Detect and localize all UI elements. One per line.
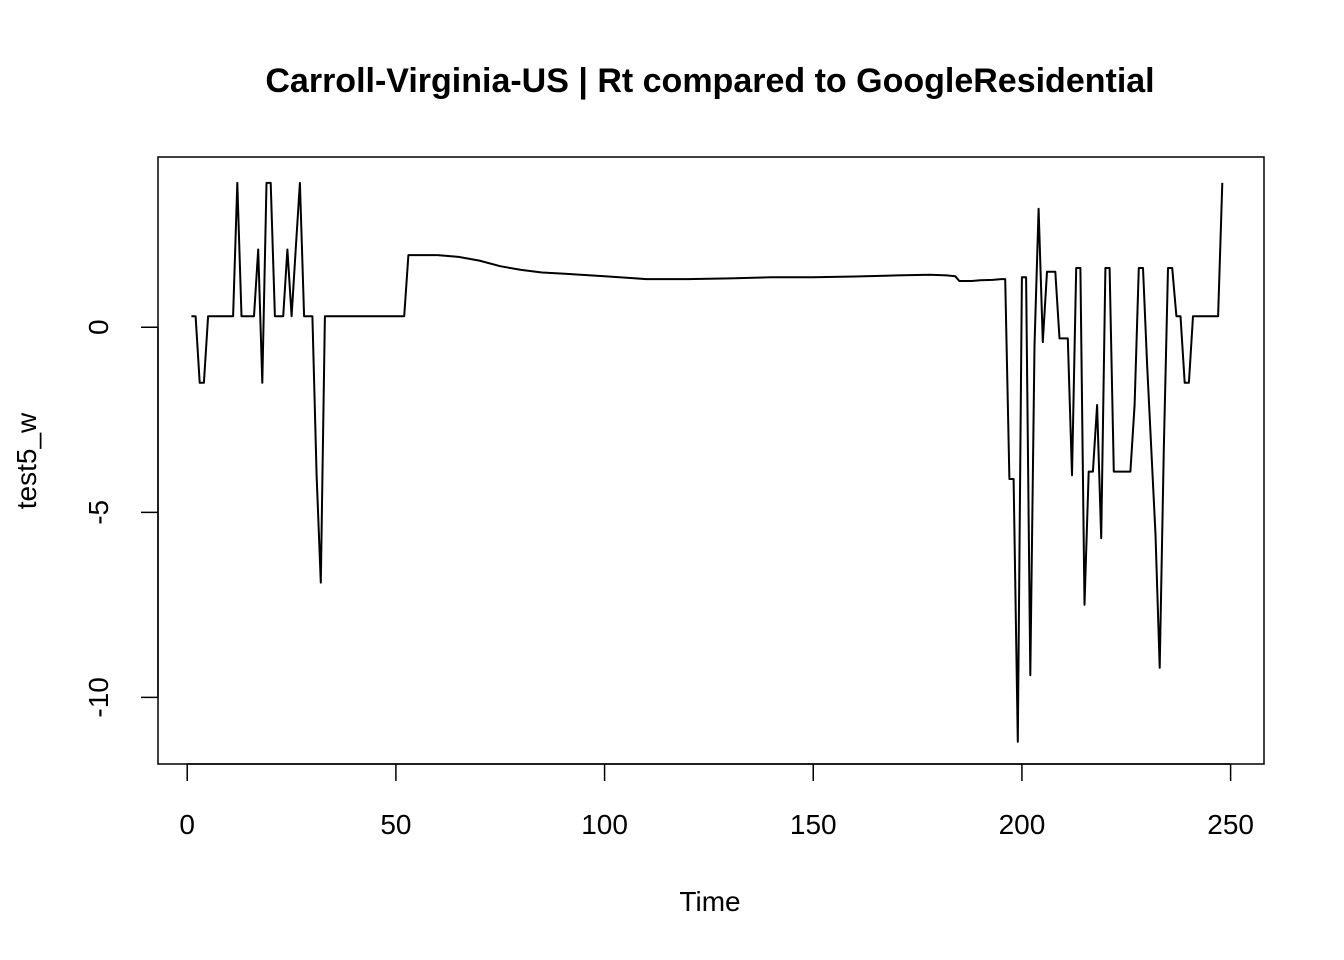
x-tick-label: 0 (179, 809, 195, 840)
y-axis-label: test5_w (11, 412, 42, 509)
chart-title: Carroll-Virginia-US | Rt compared to Goo… (265, 62, 1154, 100)
y-tick-label: 0 (83, 319, 114, 335)
x-tick-label: 50 (380, 809, 411, 840)
y-tick-label: -5 (83, 500, 114, 525)
y-tick-label: -10 (83, 677, 114, 717)
y-axis: -10 -5 0 (83, 319, 159, 718)
x-tick-label: 150 (790, 809, 837, 840)
x-tick-label: 200 (999, 809, 1046, 840)
x-axis: 0 50 100 150 200 250 (179, 763, 1254, 840)
series-layer (191, 181, 1224, 743)
series-line (191, 181, 1224, 743)
x-tick-label: 100 (581, 809, 628, 840)
x-axis-label: Time (679, 886, 740, 917)
x-tick-label: 250 (1207, 809, 1254, 840)
